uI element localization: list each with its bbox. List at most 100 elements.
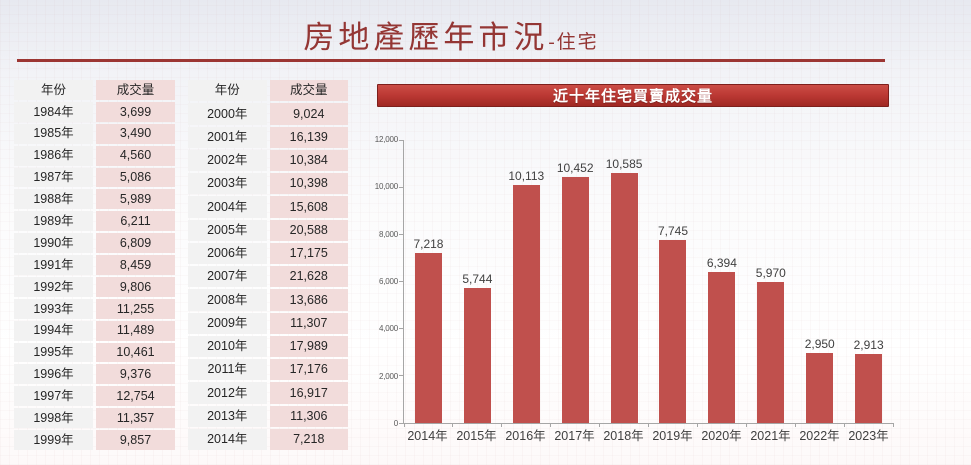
y-axis-tick-mark xyxy=(399,281,404,282)
x-axis-category-label: 2017年 xyxy=(554,429,595,443)
bar-slot-2021年: 5,970 xyxy=(746,140,795,423)
table-cell-year: 2011年 xyxy=(188,359,267,381)
table-cell-year: 1996年 xyxy=(14,364,93,385)
bar-value-label: 7,745 xyxy=(657,224,688,239)
table-cell-year: 1994年 xyxy=(14,320,93,341)
table-cell-volume: 15,608 xyxy=(269,196,348,218)
table-cell-volume: 10,384 xyxy=(269,149,348,171)
page-title-suffix: -住宅 xyxy=(548,32,599,53)
x-axis-category-label: 2018年 xyxy=(603,429,644,443)
table-cell-volume: 5,086 xyxy=(96,167,175,188)
bar-2015年 xyxy=(463,287,491,423)
table-cell-year: 2010年 xyxy=(188,335,267,357)
bar-2020年 xyxy=(708,272,736,423)
table-header-year: 年份 xyxy=(14,80,93,100)
bar-slot-2019年: 7,745 xyxy=(649,140,698,423)
table-cell-volume: 9,857 xyxy=(96,430,175,450)
table-cell-volume: 11,357 xyxy=(96,408,175,429)
table-cell-volume: 6,809 xyxy=(96,233,175,254)
table-cell-year: 2014年 xyxy=(188,428,267,450)
table-header-volume: 成交量 xyxy=(269,80,348,102)
bar-2017年 xyxy=(561,176,589,423)
y-axis-tick-mark xyxy=(399,328,404,330)
bar-slot-2015年: 5,744 xyxy=(453,140,502,423)
table-cell-year: 2006年 xyxy=(188,242,267,264)
bar-slot-2016年: 10,113 xyxy=(502,140,551,423)
x-axis-category-label: 2023年 xyxy=(848,429,889,443)
y-axis-tick-mark xyxy=(399,233,404,235)
history-table-1984-1999: 年份 成交量 1984年 3,699 1985年 3,490 1986年 4,560 1987年… xyxy=(14,80,175,450)
bar-2023年 xyxy=(855,354,883,423)
table-cell-volume: 6,211 xyxy=(96,211,175,232)
table-cell-volume: 17,176 xyxy=(269,359,348,381)
bar-slot-2020年: 6,394 xyxy=(697,140,746,423)
table-cell-year: 2000年 xyxy=(188,103,267,125)
x-axis-category-label: 2016年 xyxy=(505,429,546,443)
x-axis-tick-mark xyxy=(599,423,601,427)
table-cell-year: 1989年 xyxy=(14,211,93,232)
table-cell-volume: 20,588 xyxy=(269,219,348,241)
table-cell-year: 1990年 xyxy=(14,233,93,254)
table-cell-year: 1984年 xyxy=(14,101,93,122)
x-axis-category-label: 2015年 xyxy=(456,429,497,443)
x-axis-category-label: 2022年 xyxy=(799,429,840,443)
table-cell-year: 2005年 xyxy=(188,219,267,241)
table-cell-volume: 10,398 xyxy=(269,173,348,195)
chart-x-axis-labels: 2014年 2015年 2016年 2017年 2018年 2019年 2020年 2021年… xyxy=(403,429,893,447)
table-cell-year: 1993年 xyxy=(14,298,93,319)
bar-2016年 xyxy=(512,184,540,423)
bar-2018年 xyxy=(610,173,638,423)
table-cell-volume: 10,461 xyxy=(96,342,175,363)
bar-value-label: 7,218 xyxy=(413,236,444,251)
x-axis-tick-mark xyxy=(843,423,845,427)
bar-value-label: 10,452 xyxy=(556,160,594,175)
bar-2014年 xyxy=(414,252,442,423)
bar-slot-2014年: 7,218 xyxy=(404,140,453,423)
bar-chart-plot-area: 7,218 5,744 10,113 10,452 10,585 7,745 6,394 5,… xyxy=(399,139,894,427)
bar-value-label: 6,394 xyxy=(706,256,737,271)
y-axis-tick-label: 6,000 xyxy=(378,277,398,286)
bar-slot-2022年: 2,950 xyxy=(795,140,844,423)
page-title-main: 房地產歷年市況 xyxy=(303,20,549,55)
table-cell-year: 1995年 xyxy=(14,342,93,363)
x-axis-tick-mark xyxy=(696,423,698,427)
x-axis-tick-mark xyxy=(648,423,649,427)
table-cell-year: 1992年 xyxy=(14,276,93,297)
table-cell-year: 2013年 xyxy=(188,405,267,427)
table-cell-year: 2003年 xyxy=(188,173,267,195)
x-axis-tick-mark xyxy=(550,423,552,427)
table-cell-volume: 3,490 xyxy=(96,123,175,144)
table-cell-year: 1998年 xyxy=(14,408,93,429)
x-axis-category-label: 2019年 xyxy=(652,429,693,443)
table-cell-volume: 16,139 xyxy=(269,126,348,148)
table-cell-year: 1988年 xyxy=(14,189,93,210)
table-cell-year: 2009年 xyxy=(188,312,267,334)
y-axis-tick-label: 10,000 xyxy=(374,182,398,192)
table-cell-volume: 8,459 xyxy=(96,255,175,275)
title-divider xyxy=(17,59,885,62)
bar-value-label: 5,970 xyxy=(755,266,786,281)
table-cell-volume: 11,489 xyxy=(96,320,175,341)
bar-value-label: 5,744 xyxy=(462,271,493,286)
table-cell-volume: 9,806 xyxy=(96,276,175,297)
table-header-year: 年份 xyxy=(188,80,267,102)
y-axis-tick-mark xyxy=(399,422,404,424)
bar-2022年 xyxy=(806,353,834,423)
bar-value-label: 2,913 xyxy=(853,338,884,353)
table-cell-year: 1991年 xyxy=(14,255,93,275)
bar-value-label: 2,950 xyxy=(804,337,835,352)
table-cell-year: 1987年 xyxy=(14,167,93,188)
table-cell-year: 2002年 xyxy=(188,149,267,171)
x-axis-category-label: 2021年 xyxy=(750,429,791,443)
y-axis-tick-label: 4,000 xyxy=(378,324,398,334)
table-cell-volume: 13,686 xyxy=(269,289,348,311)
x-axis-category-label: 2014年 xyxy=(407,429,448,443)
table-cell-year: 1985年 xyxy=(14,123,93,144)
table-cell-year: 2001年 xyxy=(188,126,267,148)
history-table-2000-2014: 年份 成交量 2000年 9,024 2001年 16,139 2002年 10,384 200… xyxy=(188,80,348,450)
table-cell-volume: 12,754 xyxy=(96,386,175,407)
y-axis-tick-mark xyxy=(399,375,404,377)
y-axis-tick-label: 2,000 xyxy=(378,371,398,381)
table-header-volume: 成交量 xyxy=(96,80,175,100)
